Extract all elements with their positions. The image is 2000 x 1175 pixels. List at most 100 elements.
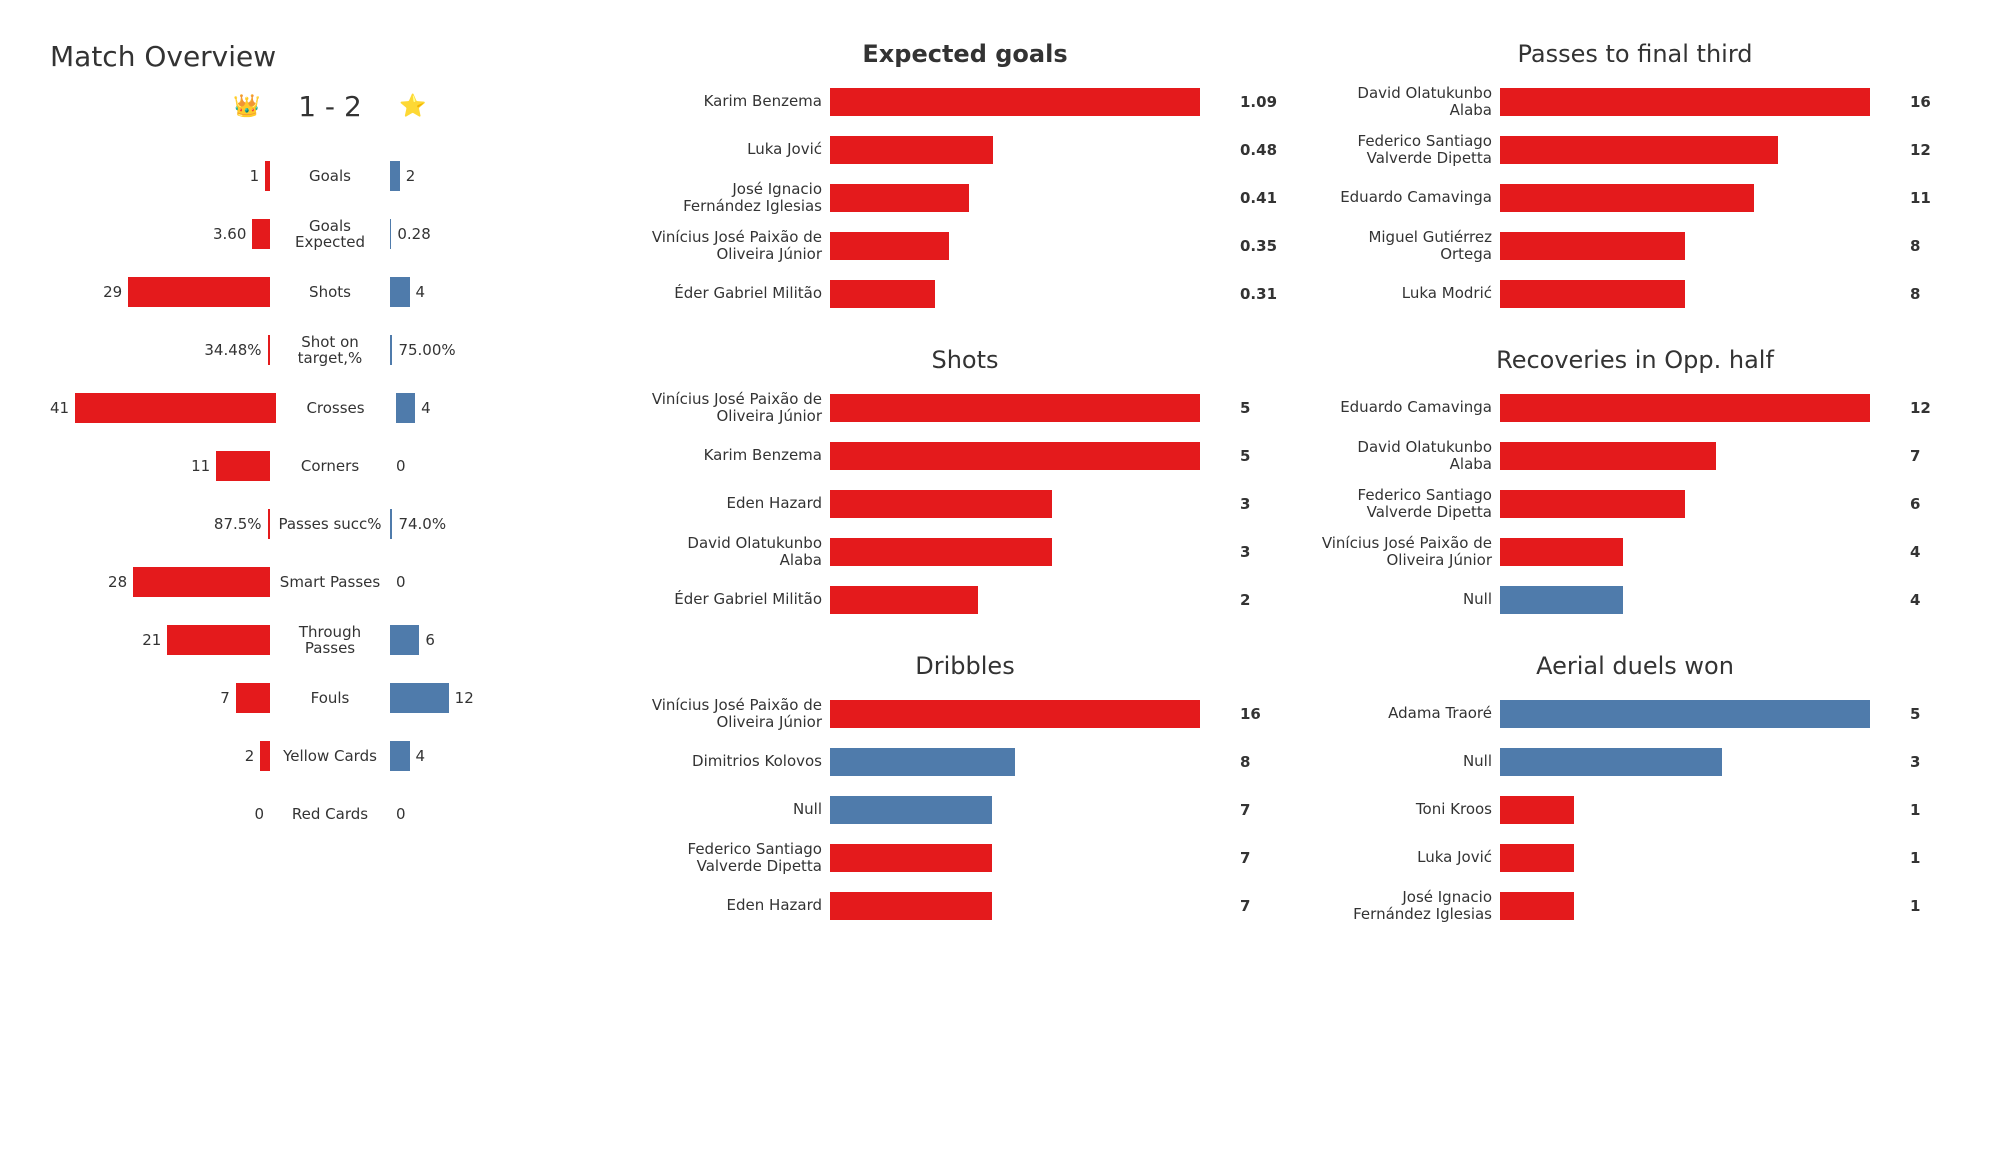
chart-row: Eden Hazard7 xyxy=(650,882,1280,930)
player-name: Federico Santiago Valverde Dipetta xyxy=(650,841,830,876)
player-bar xyxy=(830,844,992,872)
chart-row: Null 7 xyxy=(650,786,1280,834)
player-name: Eduardo Camavinga xyxy=(1320,189,1500,206)
player-value: 11 xyxy=(1904,189,1950,207)
player-name: Miguel Gutiérrez Ortega xyxy=(1320,229,1500,264)
overview-row: 7Fouls12 xyxy=(50,669,610,727)
player-bar xyxy=(1500,88,1870,116)
player-bar xyxy=(1500,844,1574,872)
stat-label: Shots xyxy=(270,284,390,301)
chart-row: Dimitrios Kolovos8 xyxy=(650,738,1280,786)
player-value: 0.31 xyxy=(1234,285,1280,303)
chart-row: David Olatukunbo Alaba16 xyxy=(1320,78,1950,126)
stat-chart: ShotsVinícius José Paixão de Oliveira Jú… xyxy=(650,346,1280,624)
chart-row: Karim Benzema1.09 xyxy=(650,78,1280,126)
team-b-bar xyxy=(390,219,391,249)
chart-row: David Olatukunbo Alaba7 xyxy=(1320,432,1950,480)
player-bar xyxy=(830,184,969,212)
team-a-value: 29 xyxy=(103,283,122,301)
player-bar xyxy=(830,586,978,614)
player-bar xyxy=(1500,136,1778,164)
player-name: David Olatukunbo Alaba xyxy=(650,535,830,570)
team-a-value: 21 xyxy=(142,631,161,649)
player-value: 7 xyxy=(1234,897,1280,915)
player-bar xyxy=(1500,232,1685,260)
stat-label: Red Cards xyxy=(270,806,390,823)
chart-row: Miguel Gutiérrez Ortega8 xyxy=(1320,222,1950,270)
score-header: 👑 1 - 2 ⭐ xyxy=(50,83,610,129)
chart-row: Vinícius José Paixão de Oliveira Júnior 4 xyxy=(1320,528,1950,576)
chart-row: Vinícius José Paixão de Oliveira Júnior 5 xyxy=(650,384,1280,432)
player-value: 5 xyxy=(1234,399,1280,417)
team-b-value: 0 xyxy=(396,573,406,591)
player-name: Null xyxy=(650,801,830,818)
chart-row: Federico Santiago Valverde Dipetta 7 xyxy=(650,834,1280,882)
player-name: Vinícius José Paixão de Oliveira Júnior xyxy=(650,391,830,426)
team-b-bar xyxy=(390,335,392,365)
team-b-value: 0 xyxy=(396,805,406,823)
chart-title: Dribbles xyxy=(650,652,1280,680)
team-b-bar xyxy=(390,741,410,771)
player-name: David Olatukunbo Alaba xyxy=(1320,439,1500,474)
player-name: Karim Benzema xyxy=(650,447,830,464)
player-value: 2 xyxy=(1234,591,1280,609)
team-a-value: 2 xyxy=(245,747,255,765)
chart-row: David Olatukunbo Alaba3 xyxy=(650,528,1280,576)
chart-row: Éder Gabriel Militão 2 xyxy=(650,576,1280,624)
overview-row: 29Shots4 xyxy=(50,263,610,321)
player-value: 7 xyxy=(1234,801,1280,819)
player-bar xyxy=(1500,796,1574,824)
team-b-value: 0.28 xyxy=(397,225,430,243)
player-value: 5 xyxy=(1234,447,1280,465)
overview-row: 87.5%Passes succ%74.0% xyxy=(50,495,610,553)
team-a-value: 3.60 xyxy=(213,225,246,243)
team-b-value: 74.0% xyxy=(398,515,446,533)
player-name: Luka Jović xyxy=(1320,849,1500,866)
stat-label: Yellow Cards xyxy=(270,748,390,765)
player-name: Adama Traoré xyxy=(1320,705,1500,722)
team-a-badge-icon: 👑 xyxy=(224,83,270,129)
stats-column-1: Expected goalsKarim Benzema1.09Luka Jovi… xyxy=(650,40,1280,958)
overview-row: 28Smart Passes0 xyxy=(50,553,610,611)
team-a-value: 34.48% xyxy=(204,341,261,359)
player-name: Eden Hazard xyxy=(650,495,830,512)
stat-chart: Passes to final thirdDavid Olatukunbo Al… xyxy=(1320,40,1950,318)
player-value: 3 xyxy=(1904,753,1950,771)
overview-row: 3.60 Goals Expected 0.28 xyxy=(50,205,610,263)
match-overview-panel: Match Overview 👑 1 - 2 ⭐ 1Goals23.60Goal… xyxy=(50,40,610,843)
stat-chart: Aerial duels wonAdama Traoré5Null3Toni K… xyxy=(1320,652,1950,930)
player-name: Vinícius José Paixão de Oliveira Júnior xyxy=(650,697,830,732)
player-name: David Olatukunbo Alaba xyxy=(1320,85,1500,120)
stat-chart: Recoveries in Opp. halfEduardo Camavinga… xyxy=(1320,346,1950,624)
player-value: 12 xyxy=(1904,141,1950,159)
player-value: 4 xyxy=(1904,543,1950,561)
stat-label: Passes succ% xyxy=(270,516,390,533)
player-name: Éder Gabriel Militão xyxy=(650,591,830,608)
player-value: 0.41 xyxy=(1234,189,1280,207)
team-b-badge-icon: ⭐ xyxy=(390,83,436,129)
team-a-value: 41 xyxy=(50,399,69,417)
player-name: Luka Jović xyxy=(650,141,830,158)
chart-row: Eden Hazard3 xyxy=(650,480,1280,528)
player-value: 5 xyxy=(1904,705,1950,723)
player-value: 1 xyxy=(1904,849,1950,867)
player-value: 7 xyxy=(1234,849,1280,867)
player-value: 1 xyxy=(1904,897,1950,915)
overview-row: 34.48%Shot on target,%75.00% xyxy=(50,321,610,379)
player-value: 16 xyxy=(1234,705,1280,723)
overview-row: 0 Red Cards 0 xyxy=(50,785,610,843)
team-b-bar xyxy=(390,509,392,539)
team-a-value: 0 xyxy=(254,805,264,823)
team-b-bar xyxy=(390,625,419,655)
player-value: 6 xyxy=(1904,495,1950,513)
team-b-bar xyxy=(390,161,400,191)
team-a-value: 1 xyxy=(250,167,260,185)
stat-label: Goals Expected xyxy=(270,218,390,251)
player-bar xyxy=(1500,280,1685,308)
chart-row: José Ignacio Fernández Iglesias0.41 xyxy=(650,174,1280,222)
player-name: José Ignacio Fernández Iglesias xyxy=(1320,889,1500,924)
team-b-bar xyxy=(396,393,416,423)
player-value: 0.35 xyxy=(1234,237,1280,255)
chart-row: José Ignacio Fernández Iglesias 1 xyxy=(1320,882,1950,930)
player-name: Vinícius José Paixão de Oliveira Júnior xyxy=(1320,535,1500,570)
